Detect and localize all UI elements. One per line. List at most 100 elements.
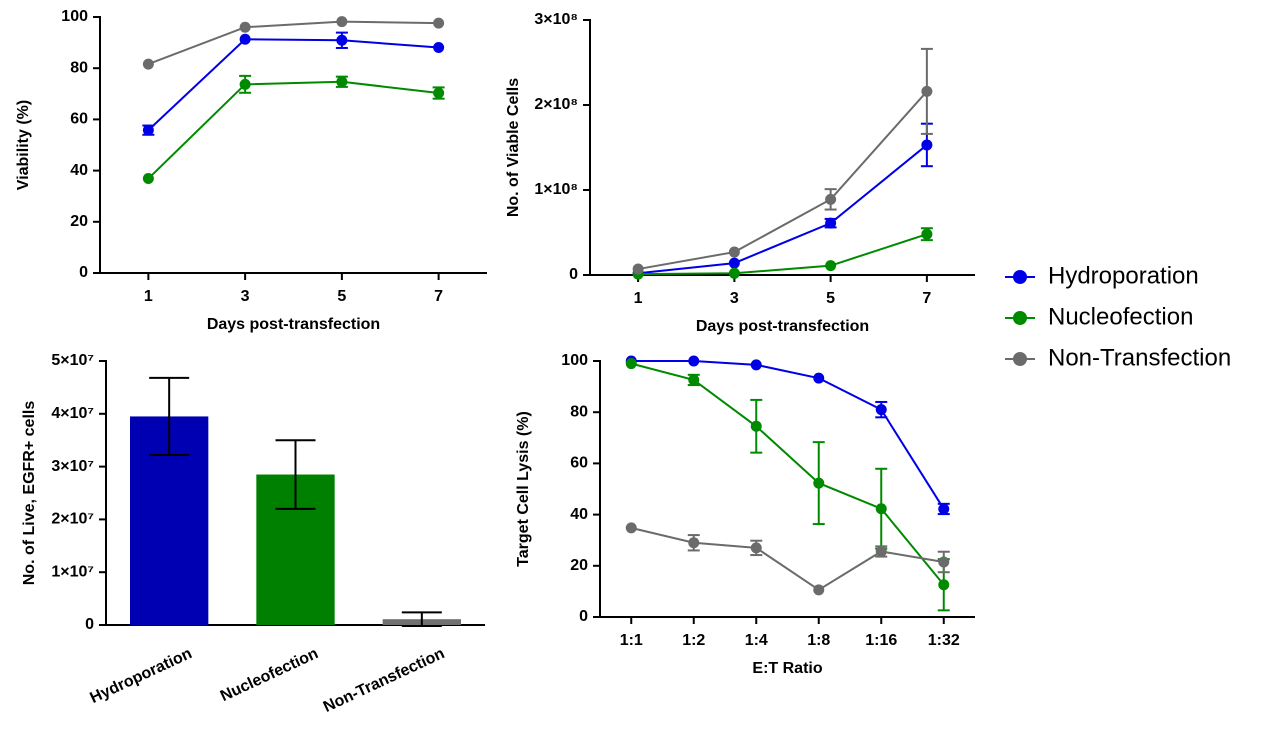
legend-marker [1013,311,1027,325]
x-axis-title: E:T Ratio [752,660,822,677]
data-point [625,522,637,534]
data-point [433,87,445,99]
data-point [336,16,348,28]
y-tick-label: 60 [570,455,588,472]
series-line [147,80,439,180]
y-tick-label: 80 [570,403,588,420]
data-point [142,173,154,185]
series-line [631,360,945,510]
x-tick-label: 1 [634,290,643,307]
x-tick-label: 7 [922,290,931,307]
x-tick-label: 1:8 [807,632,830,649]
data-point [921,228,933,240]
data-point [728,246,740,258]
data-point [813,477,825,489]
x-tick-label: 1:4 [745,632,768,649]
y-tick-label: 40 [70,162,88,179]
x-tick-label: 3 [241,288,250,305]
data-point [728,267,740,279]
legend-marker [1013,270,1027,284]
x-axis-title: Days post-transfection [696,318,869,335]
y-tick-label: 3×10⁸ [534,11,578,28]
y-tick-label: 100 [561,352,588,369]
data-point [142,58,154,70]
series-line [148,20,439,66]
series-line [147,38,439,131]
y-tick-label: 5×10⁷ [51,352,94,369]
y-tick-label: 4×10⁷ [51,405,94,422]
x-tick-label: Nucleofection [218,645,321,705]
data-point [825,217,837,229]
y-axis-title: Viability (%) [15,100,32,190]
data-point [750,359,762,371]
x-tick-label: 1:32 [928,632,960,649]
x-tick-label: 5 [826,290,835,307]
y-tick-label: 60 [70,111,88,128]
y-tick-label: 1×10⁷ [51,563,94,580]
y-tick-label: 0 [579,608,588,625]
data-point [688,537,700,549]
data-point [433,17,445,29]
data-point [750,420,762,432]
data-point [728,257,740,269]
data-point [813,372,825,384]
data-point [938,503,950,515]
y-tick-label: 2×10⁷ [51,511,94,528]
y-tick-label: 0 [85,616,94,633]
data-point [239,21,251,33]
data-point [142,124,154,136]
data-point [813,584,825,596]
y-tick-label: 0 [569,266,578,283]
y-tick-label: 2×10⁸ [534,96,578,113]
x-tick-label: 1:2 [682,632,705,649]
series-line [637,90,928,271]
y-axis-title: No. of Live, EGFR+ cells [21,401,38,586]
data-point [750,542,762,554]
series-line [631,526,944,592]
series-line [638,144,928,275]
x-tick-label: Non-Transfection [321,645,447,716]
data-point [938,579,950,591]
data-point [825,260,837,272]
y-tick-label: 80 [70,59,88,76]
data-point [688,374,700,386]
legend-label: Nucleofection [1048,303,1193,330]
data-point [875,545,887,557]
data-point [336,34,348,46]
data-point [625,358,637,370]
series-line [630,362,945,586]
x-axis-title: Days post-transfection [207,316,380,333]
x-tick-label: 5 [337,288,346,305]
data-point [921,85,933,97]
data-point [632,263,644,275]
data-point [239,33,251,45]
data-point [875,404,887,416]
x-tick-label: 1 [144,288,153,305]
legend-label: Hydroporation [1048,262,1199,289]
data-point [433,41,445,53]
y-tick-label: 100 [61,8,88,25]
y-axis-title: Target Cell Lysis (%) [515,411,532,567]
data-point [825,193,837,205]
series-line [638,233,928,276]
data-point [336,76,348,88]
x-tick-label: 7 [434,288,443,305]
y-tick-label: 1×10⁸ [534,181,578,198]
y-tick-label: 20 [570,557,588,574]
data-point [239,78,251,90]
y-tick-label: 0 [79,264,88,281]
y-axis-title: No. of Viable Cells [505,78,522,217]
legend-label: Non-Transfection [1048,344,1231,371]
legend-marker [1013,352,1027,366]
x-tick-label: 1:1 [620,632,643,649]
x-tick-label: 1:16 [865,632,897,649]
data-point [921,139,933,151]
x-tick-label: Hydroporation [88,645,195,707]
x-tick-label: 3 [730,290,739,307]
y-tick-label: 20 [70,213,88,230]
data-point [875,503,887,515]
data-point [938,556,950,568]
data-point [688,355,700,367]
y-tick-label: 3×10⁷ [51,458,94,475]
